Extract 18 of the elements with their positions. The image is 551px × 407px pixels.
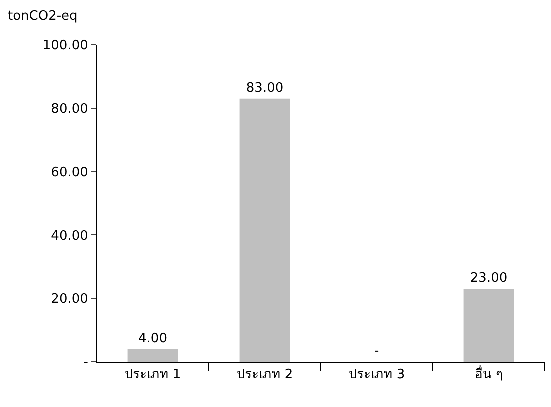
bar — [128, 349, 178, 362]
data-label: 4.00 — [138, 331, 168, 346]
y-tick-label: 60.00 — [51, 165, 88, 180]
x-tick-label: ประเภท 1 — [124, 368, 182, 383]
data-label: 83.00 — [246, 80, 284, 96]
y-axis-title: tonCO2-eq — [8, 9, 78, 24]
bar — [240, 98, 290, 362]
y-tick-label: - — [84, 356, 89, 371]
x-tick-label: ประเภท 3 — [348, 368, 406, 383]
data-label: 23.00 — [470, 271, 508, 286]
data-label: - — [374, 344, 380, 359]
x-tick-label: อื่น ๆ — [474, 366, 504, 383]
y-tick-label: 100.00 — [42, 38, 88, 54]
bar — [464, 289, 514, 362]
x-tick-label: ประเภท 2 — [236, 368, 294, 383]
y-tick-label: 40.00 — [51, 228, 88, 244]
y-tick-label: 20.00 — [51, 292, 88, 308]
y-tick-label: 80.00 — [51, 102, 88, 117]
